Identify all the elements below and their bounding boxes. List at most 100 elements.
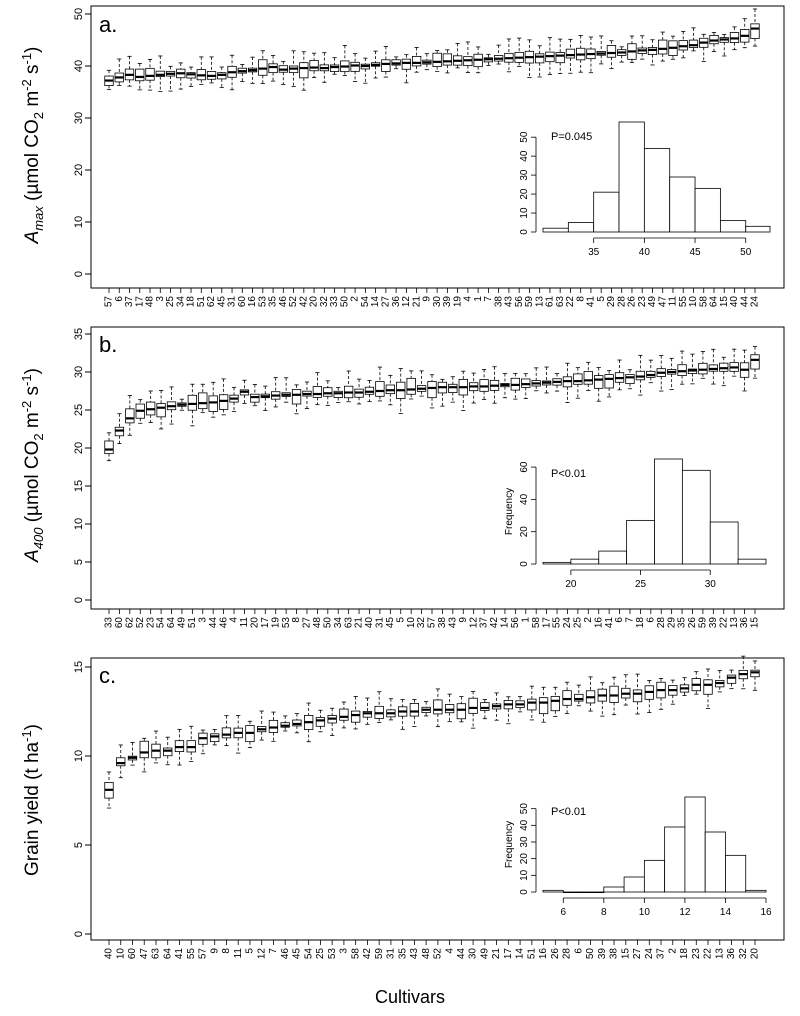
box-63 [151, 730, 161, 764]
x-tick-label-36: 36 [391, 296, 402, 308]
box-39 [708, 348, 718, 385]
box-55 [678, 30, 688, 59]
x-tick-label-37: 37 [479, 617, 490, 629]
y-tick-label: 20 [73, 442, 85, 454]
box-38 [494, 44, 504, 65]
box-59 [374, 691, 384, 724]
x-tick-label-9: 9 [209, 948, 220, 954]
x-tick-label-47: 47 [139, 948, 150, 960]
box-6 [114, 58, 124, 86]
box [468, 697, 478, 714]
box [145, 67, 155, 81]
histogram-bar [542, 561, 572, 565]
box-64 [166, 386, 177, 425]
box [299, 62, 309, 79]
y-tick-label: 40 [73, 60, 85, 72]
box-41 [604, 370, 614, 398]
x-tick-label-28: 28 [616, 296, 627, 308]
x-tick-label-41: 41 [174, 948, 185, 960]
box [698, 362, 708, 375]
x-tick-label-57: 57 [198, 948, 209, 960]
x-tick-label-19: 19 [270, 617, 281, 629]
box [291, 389, 302, 405]
inset-x-tick-label: 35 [588, 247, 600, 258]
histogram-bar [725, 854, 747, 893]
x-tick-label-50: 50 [585, 948, 596, 960]
box-35 [677, 350, 687, 385]
inset-p-value: P=0.045 [551, 131, 592, 143]
box-47 [658, 31, 668, 62]
box-52 [135, 399, 145, 424]
box-7 [268, 711, 279, 742]
x-tick-label-14: 14 [500, 617, 511, 629]
box [135, 68, 145, 82]
x-tick-label-16: 16 [538, 948, 549, 960]
x-tick-label-2: 2 [667, 948, 678, 954]
box-63 [555, 38, 565, 74]
x-tick-label-17: 17 [134, 296, 145, 308]
box-38 [437, 378, 448, 407]
box [156, 403, 166, 418]
x-tick-label-57: 57 [427, 617, 438, 629]
x-tick-label-53: 53 [327, 948, 338, 960]
box [125, 408, 135, 424]
box [406, 377, 416, 395]
x-tick-label-58: 58 [531, 617, 542, 629]
x-tick-label-10: 10 [688, 296, 699, 308]
x-tick-label-64: 64 [709, 296, 720, 308]
box [480, 702, 490, 711]
box-3 [339, 701, 349, 729]
box-21 [491, 692, 502, 721]
box-58 [699, 33, 709, 63]
y-tick-label: 0 [73, 597, 85, 603]
box-53 [281, 377, 291, 403]
x-tick-label-4: 4 [463, 296, 474, 302]
box-17 [541, 366, 552, 394]
box-9 [422, 53, 432, 71]
histogram-bar [623, 876, 645, 893]
box-2 [350, 53, 360, 82]
x-tick-label-51: 51 [526, 948, 537, 960]
y-label-text2: m [22, 91, 43, 112]
box-31 [227, 54, 237, 91]
x-tick-label-52: 52 [288, 296, 299, 308]
box [632, 689, 643, 703]
inset-x-tick-label: 14 [720, 907, 732, 918]
box [442, 53, 453, 66]
histogram-bar [709, 521, 739, 565]
x-tick-label-48: 48 [312, 617, 323, 629]
box-36 [726, 669, 737, 690]
box-48 [312, 372, 323, 406]
box-34 [176, 62, 186, 90]
box-1 [473, 46, 483, 74]
y-label-main: Grain yield (t ha [22, 741, 43, 876]
x-tick-label-40: 40 [729, 296, 740, 308]
inset-y-tick-label: 40 [519, 150, 530, 162]
x-tick-label-10: 10 [115, 948, 126, 960]
x-tick-label-17: 17 [541, 617, 552, 629]
x-tick-label-35: 35 [677, 617, 688, 629]
box-31 [386, 698, 396, 721]
box-32 [319, 52, 329, 83]
box-36 [391, 56, 401, 70]
x-tick-label-46: 46 [218, 617, 229, 629]
histogram-bar [603, 886, 625, 893]
box [555, 52, 565, 64]
box [688, 39, 699, 48]
x-tick-label-45: 45 [292, 948, 303, 960]
x-tick-label-44: 44 [456, 948, 467, 960]
box-45 [292, 713, 302, 734]
box-9 [210, 729, 220, 746]
x-tick-label-59: 59 [374, 948, 385, 960]
box-46 [218, 378, 229, 416]
box-18 [635, 354, 646, 396]
box-36 [739, 349, 750, 392]
box [198, 392, 208, 410]
y-label-sub2: 2 [31, 433, 46, 440]
inset-x-tick-label: 12 [679, 907, 691, 918]
histogram-bar [669, 176, 696, 233]
x-tick-label-46: 46 [280, 948, 291, 960]
box [432, 52, 442, 67]
histogram-bar [643, 859, 666, 893]
x-tick-label-58: 58 [698, 296, 709, 308]
